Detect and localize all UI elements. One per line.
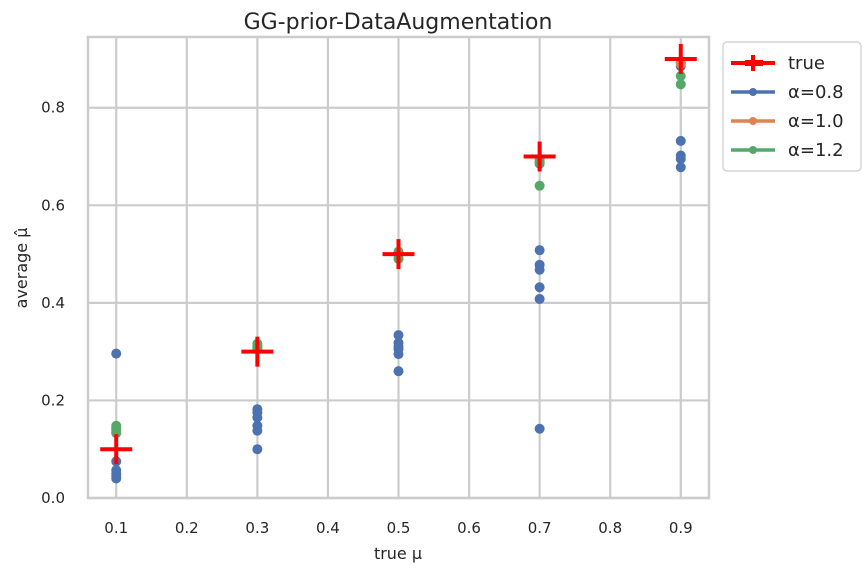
tick-labels: 0.1 0.2 0.3 0.4 0.5 0.6 0.7 0.8 0.9 0.0 0.2 0.4 0.6 0… bbox=[41, 99, 693, 537]
data-point bbox=[534, 245, 545, 256]
true-marker bbox=[664, 43, 697, 74]
data-point bbox=[252, 425, 263, 436]
true-marker bbox=[241, 336, 274, 367]
x-tick-label: 0.9 bbox=[669, 519, 693, 537]
legend-marker bbox=[749, 88, 757, 96]
data-points bbox=[100, 43, 697, 484]
data-point bbox=[675, 153, 686, 164]
data-point bbox=[675, 135, 686, 146]
data-point bbox=[111, 428, 122, 439]
x-axis-label: true μ bbox=[374, 544, 422, 563]
true-marker bbox=[382, 239, 415, 270]
x-tick-label: 0.5 bbox=[387, 519, 411, 537]
true-marker bbox=[523, 141, 556, 172]
plot-frame bbox=[86, 35, 711, 500]
data-point bbox=[675, 71, 686, 82]
x-tick-label: 0.1 bbox=[104, 519, 128, 537]
y-tick-label: 0.4 bbox=[41, 294, 65, 312]
x-tick-label: 0.2 bbox=[175, 519, 199, 537]
y-tick-label: 0.2 bbox=[41, 391, 65, 409]
legend-label: α=1.2 bbox=[788, 140, 844, 161]
true-marker bbox=[100, 434, 133, 465]
chart-title: GG-prior-DataAugmentation bbox=[244, 10, 553, 35]
data-point bbox=[111, 348, 122, 359]
x-tick-label: 0.4 bbox=[316, 519, 340, 537]
legend-frame bbox=[722, 41, 862, 172]
legend-marker bbox=[749, 146, 757, 154]
x-tick-label: 0.7 bbox=[528, 519, 552, 537]
y-tick-label: 0.0 bbox=[41, 489, 65, 507]
x-tick-label: 0.6 bbox=[457, 519, 481, 537]
x-tick-label: 0.8 bbox=[598, 519, 622, 537]
y-tick-label: 0.8 bbox=[41, 99, 65, 117]
data-point bbox=[675, 79, 686, 90]
legend: true α=0.8 α=1.0 α=1.2 bbox=[722, 41, 862, 172]
data-point bbox=[534, 264, 545, 275]
data-point bbox=[675, 162, 686, 173]
data-point bbox=[252, 412, 263, 423]
data-point bbox=[252, 444, 263, 455]
data-point bbox=[534, 423, 545, 434]
data-point bbox=[393, 330, 404, 341]
data-point bbox=[393, 349, 404, 360]
data-point bbox=[393, 366, 404, 377]
legend-label: true bbox=[788, 53, 825, 74]
data-point bbox=[534, 293, 545, 304]
y-tick-label: 0.6 bbox=[41, 196, 65, 214]
y-axis-label: average μ̂ bbox=[12, 228, 31, 309]
legend-label: α=1.0 bbox=[788, 111, 844, 132]
legend-marker bbox=[749, 117, 757, 125]
x-tick-label: 0.3 bbox=[245, 519, 269, 537]
legend-label: α=0.8 bbox=[788, 82, 844, 103]
data-point bbox=[534, 282, 545, 293]
data-point bbox=[534, 180, 545, 191]
data-point bbox=[111, 473, 122, 484]
